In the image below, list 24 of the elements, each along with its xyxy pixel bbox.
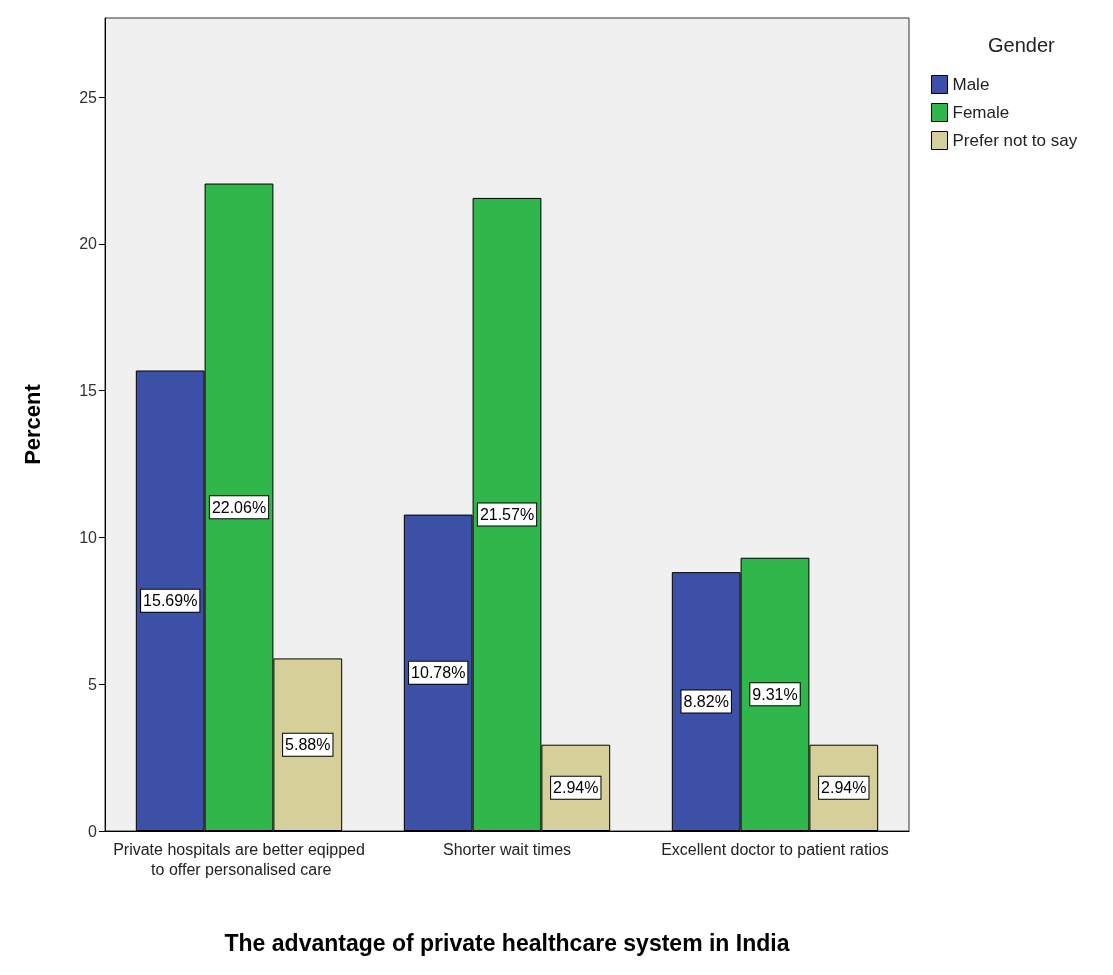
- y-tick-label: 15: [79, 382, 98, 400]
- x-tick-label: Private hospitals are better eqipped to offer personalised care: [113, 840, 365, 878]
- data-label: 21.57%: [479, 505, 535, 523]
- x-axis-title: The advantage of private healthcare system in India: [224, 929, 790, 956]
- y-tick-label: 0: [88, 822, 98, 840]
- data-label: 2.94%: [821, 779, 867, 797]
- legend-label: Prefer not to say: [952, 131, 1078, 150]
- legend-title: Gender: [988, 34, 1056, 56]
- legend-label: Female: [952, 103, 1010, 122]
- legend-label: Male: [952, 75, 990, 94]
- y-tick-label: 5: [88, 675, 98, 693]
- data-label: 9.31%: [752, 685, 798, 703]
- data-label: 22.06%: [211, 498, 267, 516]
- x-tick-label: Shorter wait times: [442, 840, 572, 858]
- y-tick-label: 20: [79, 235, 98, 253]
- data-label: 10.78%: [411, 664, 466, 682]
- x-tick-label: Excellent doctor to patient ratios: [661, 840, 889, 858]
- y-tick-label: 10: [79, 529, 98, 546]
- data-label: 2.94%: [553, 779, 599, 797]
- y-axis-title: Percent: [19, 383, 45, 465]
- data-label: 15.69%: [143, 592, 198, 610]
- data-label: 5.88%: [285, 736, 331, 754]
- y-tick-label: 25: [79, 88, 98, 106]
- data-label: 8.82%: [683, 693, 729, 711]
